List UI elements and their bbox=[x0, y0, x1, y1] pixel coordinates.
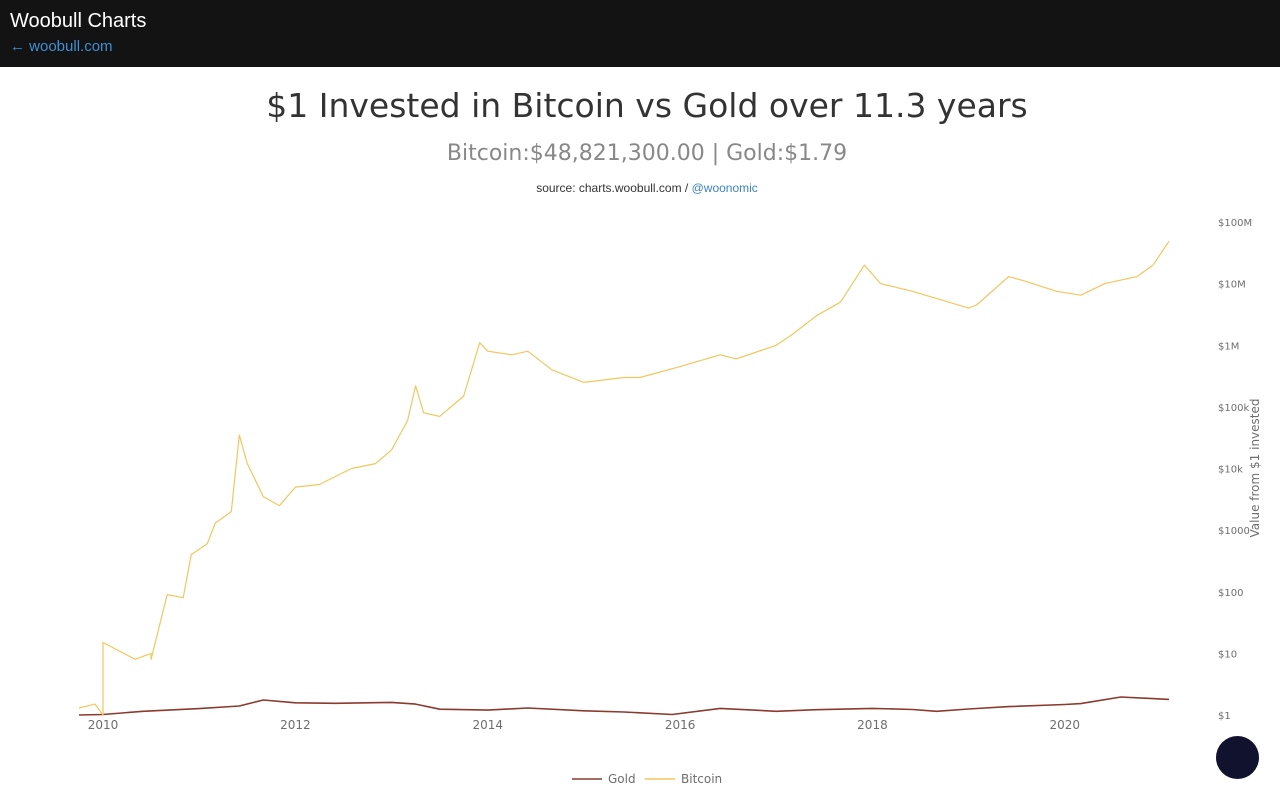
back-to-woobull-link[interactable]: ← woobull.com bbox=[10, 38, 113, 55]
y-tick-label: $1 bbox=[1218, 711, 1231, 722]
chart-subtitle: Bitcoin:$48,821,300.00 | Gold:$1.79 bbox=[446, 141, 848, 166]
top-bar: Woobull Charts ← woobull.com bbox=[0, 0, 1280, 67]
y-tick-label: $100 bbox=[1218, 588, 1243, 599]
plot-area bbox=[78, 240, 1170, 716]
legend-item-bitcoin[interactable]: Bitcoin bbox=[645, 772, 722, 786]
legend-item-gold[interactable]: Gold bbox=[572, 772, 636, 786]
x-tick-label: 2014 bbox=[472, 718, 503, 732]
woonomic-link[interactable]: @woonomic bbox=[691, 181, 758, 195]
series-line-bitcoin bbox=[78, 240, 1170, 716]
chat-fab-button[interactable] bbox=[1216, 736, 1259, 779]
y-tick-label: $100k bbox=[1218, 403, 1249, 414]
site-brand[interactable]: Woobull Charts bbox=[10, 10, 147, 32]
x-tick-label: 2018 bbox=[857, 718, 888, 732]
legend-label: Gold bbox=[608, 772, 636, 786]
y-tick-label: $10M bbox=[1218, 280, 1246, 291]
x-axis: 2010 2012 2014 2016 2018 2020 bbox=[88, 718, 1080, 732]
legend[interactable]: Gold Bitcoin bbox=[572, 772, 722, 786]
legend-label: Bitcoin bbox=[681, 772, 722, 786]
x-tick-label: 2010 bbox=[88, 718, 119, 732]
chart-title: $1 Invested in Bitcoin vs Gold over 11.3… bbox=[266, 86, 1028, 125]
y-axis-label: Value from $1 invested bbox=[1248, 399, 1262, 538]
source-prefix: source: charts.woobull.com / bbox=[536, 181, 692, 195]
series-line-gold bbox=[78, 696, 1170, 716]
x-tick-label: 2016 bbox=[665, 718, 696, 732]
y-tick-label: $10k bbox=[1218, 465, 1243, 476]
x-tick-label: 2020 bbox=[1050, 718, 1081, 732]
y-tick-label: $1M bbox=[1218, 341, 1239, 352]
x-tick-label: 2012 bbox=[280, 718, 311, 732]
y-axis: $1 $10 $100 $1000 $10k $100k $1M $10M $100M bbox=[1218, 218, 1252, 722]
y-tick-label: $1000 bbox=[1218, 526, 1250, 537]
source-line: source: charts.woobull.com / @woonomic bbox=[0, 181, 1280, 195]
y-tick-label: $10 bbox=[1218, 649, 1237, 660]
y-tick-label: $100M bbox=[1218, 218, 1252, 229]
